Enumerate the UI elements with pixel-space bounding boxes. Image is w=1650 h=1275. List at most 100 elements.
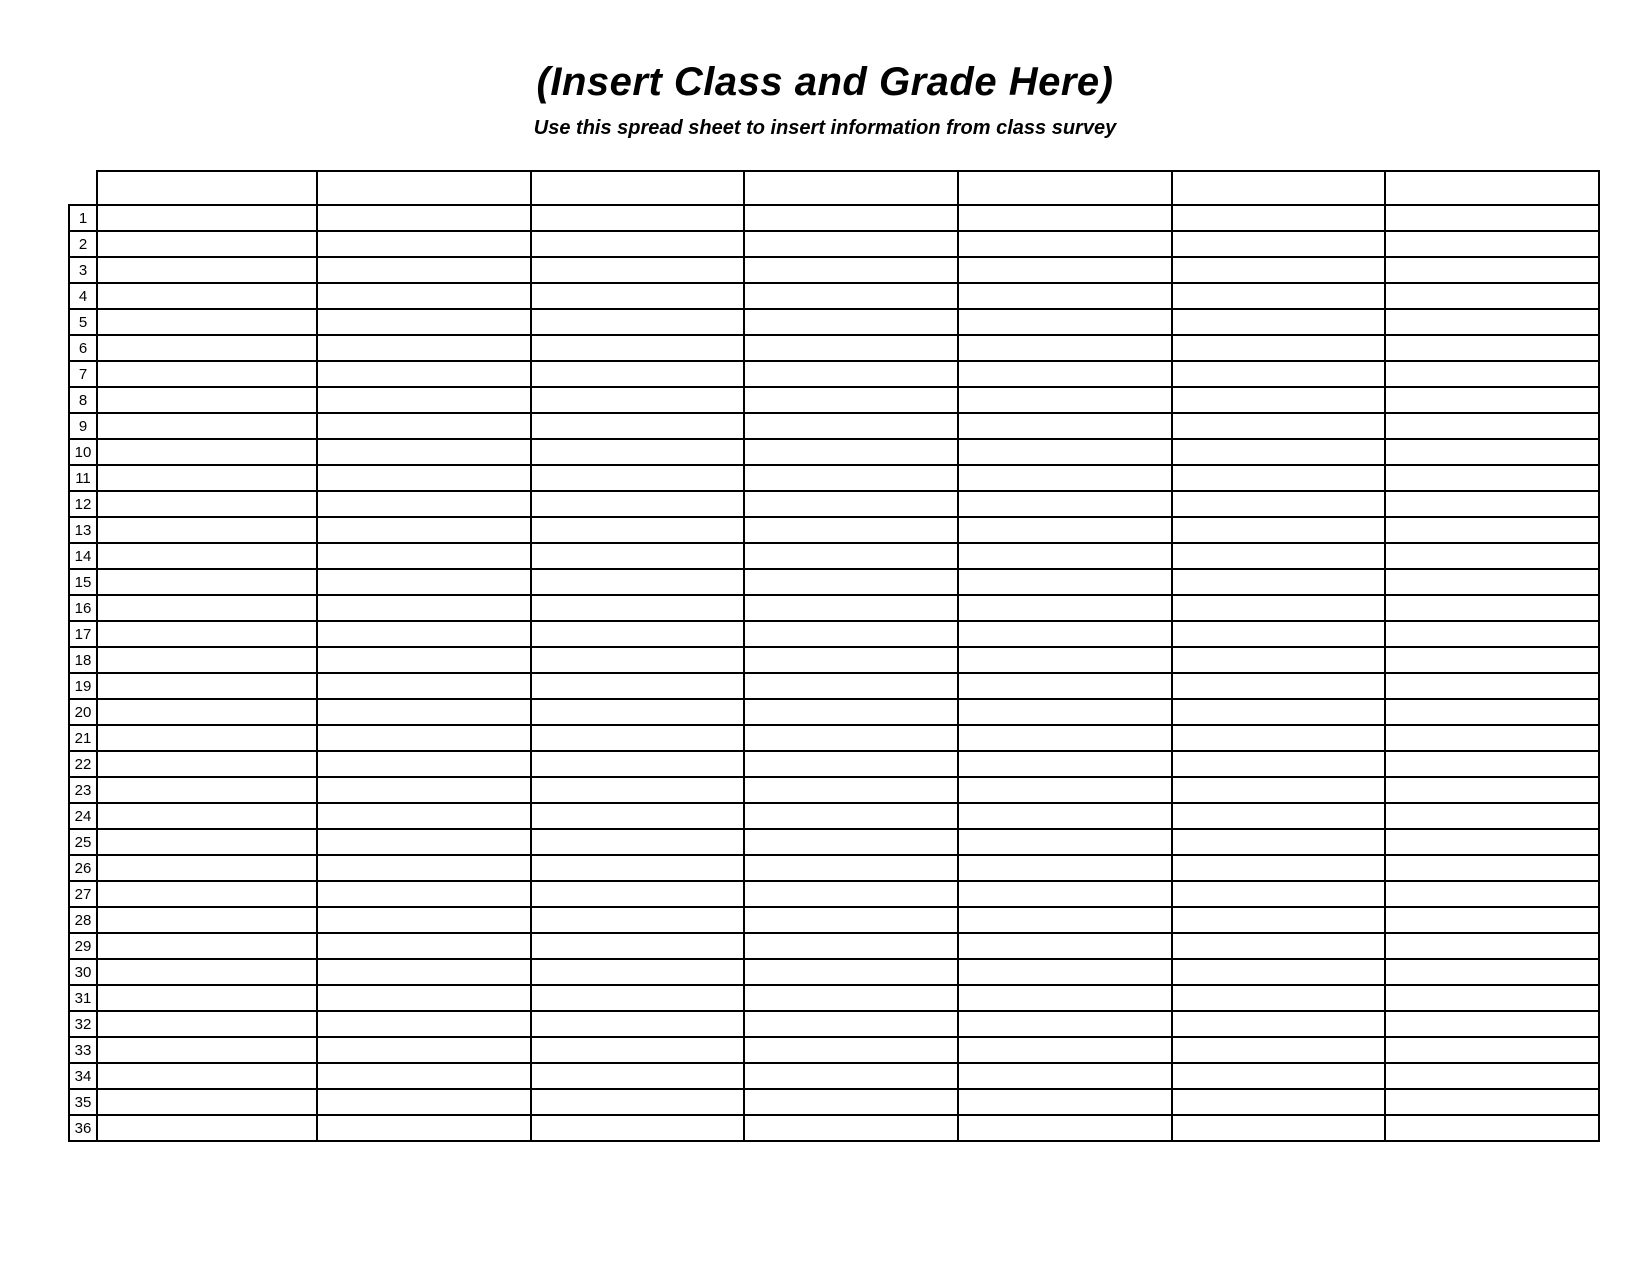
table-cell[interactable] — [531, 1037, 745, 1063]
table-cell[interactable] — [97, 881, 317, 907]
table-cell[interactable] — [97, 1011, 317, 1037]
table-cell[interactable] — [1385, 699, 1599, 725]
table-cell[interactable] — [317, 1063, 531, 1089]
table-cell[interactable] — [744, 699, 958, 725]
table-cell[interactable] — [97, 387, 317, 413]
table-cell[interactable] — [958, 595, 1172, 621]
table-header-cell[interactable] — [317, 171, 531, 205]
table-cell[interactable] — [1385, 621, 1599, 647]
table-cell[interactable] — [744, 907, 958, 933]
table-cell[interactable] — [958, 725, 1172, 751]
table-cell[interactable] — [958, 777, 1172, 803]
table-cell[interactable] — [317, 1011, 531, 1037]
table-cell[interactable] — [744, 777, 958, 803]
table-cell[interactable] — [744, 543, 958, 569]
table-cell[interactable] — [1172, 673, 1386, 699]
table-cell[interactable] — [1385, 1063, 1599, 1089]
table-cell[interactable] — [744, 465, 958, 491]
table-cell[interactable] — [958, 517, 1172, 543]
table-cell[interactable] — [531, 595, 745, 621]
table-cell[interactable] — [1385, 803, 1599, 829]
table-cell[interactable] — [958, 257, 1172, 283]
table-cell[interactable] — [1172, 907, 1386, 933]
table-cell[interactable] — [1172, 257, 1386, 283]
table-cell[interactable] — [1385, 517, 1599, 543]
table-cell[interactable] — [958, 985, 1172, 1011]
table-cell[interactable] — [531, 491, 745, 517]
table-cell[interactable] — [97, 283, 317, 309]
table-cell[interactable] — [744, 1011, 958, 1037]
table-cell[interactable] — [97, 205, 317, 231]
table-cell[interactable] — [1385, 595, 1599, 621]
table-cell[interactable] — [531, 231, 745, 257]
table-cell[interactable] — [97, 1063, 317, 1089]
table-cell[interactable] — [97, 595, 317, 621]
table-cell[interactable] — [1172, 465, 1386, 491]
table-cell[interactable] — [1385, 855, 1599, 881]
table-cell[interactable] — [1385, 361, 1599, 387]
table-cell[interactable] — [531, 413, 745, 439]
table-cell[interactable] — [97, 361, 317, 387]
table-cell[interactable] — [1385, 335, 1599, 361]
table-cell[interactable] — [1172, 959, 1386, 985]
table-cell[interactable] — [1385, 1011, 1599, 1037]
table-cell[interactable] — [531, 855, 745, 881]
table-header-cell[interactable] — [744, 171, 958, 205]
table-header-cell[interactable] — [1172, 171, 1386, 205]
table-cell[interactable] — [744, 933, 958, 959]
table-cell[interactable] — [1385, 465, 1599, 491]
table-cell[interactable] — [317, 595, 531, 621]
table-cell[interactable] — [317, 543, 531, 569]
table-cell[interactable] — [531, 1089, 745, 1115]
table-cell[interactable] — [744, 985, 958, 1011]
table-cell[interactable] — [744, 855, 958, 881]
table-cell[interactable] — [317, 959, 531, 985]
table-cell[interactable] — [531, 621, 745, 647]
table-cell[interactable] — [531, 881, 745, 907]
table-cell[interactable] — [744, 829, 958, 855]
table-cell[interactable] — [97, 699, 317, 725]
table-cell[interactable] — [1172, 699, 1386, 725]
table-cell[interactable] — [531, 569, 745, 595]
table-cell[interactable] — [744, 725, 958, 751]
table-cell[interactable] — [97, 543, 317, 569]
table-cell[interactable] — [1172, 569, 1386, 595]
table-cell[interactable] — [531, 1063, 745, 1089]
table-cell[interactable] — [317, 231, 531, 257]
table-cell[interactable] — [1385, 283, 1599, 309]
table-cell[interactable] — [317, 803, 531, 829]
table-cell[interactable] — [1172, 413, 1386, 439]
table-cell[interactable] — [1172, 361, 1386, 387]
table-cell[interactable] — [531, 387, 745, 413]
table-cell[interactable] — [317, 465, 531, 491]
table-cell[interactable] — [1385, 1089, 1599, 1115]
table-cell[interactable] — [317, 257, 531, 283]
table-cell[interactable] — [531, 309, 745, 335]
table-cell[interactable] — [1385, 205, 1599, 231]
table-cell[interactable] — [317, 361, 531, 387]
table-cell[interactable] — [531, 1011, 745, 1037]
table-cell[interactable] — [1385, 933, 1599, 959]
table-cell[interactable] — [744, 205, 958, 231]
table-cell[interactable] — [531, 751, 745, 777]
table-cell[interactable] — [1172, 231, 1386, 257]
table-cell[interactable] — [1385, 829, 1599, 855]
table-cell[interactable] — [317, 517, 531, 543]
table-cell[interactable] — [317, 699, 531, 725]
table-cell[interactable] — [958, 569, 1172, 595]
table-cell[interactable] — [1385, 413, 1599, 439]
table-cell[interactable] — [958, 361, 1172, 387]
table-cell[interactable] — [744, 673, 958, 699]
table-cell[interactable] — [317, 777, 531, 803]
table-cell[interactable] — [744, 491, 958, 517]
table-cell[interactable] — [744, 621, 958, 647]
table-cell[interactable] — [531, 517, 745, 543]
table-cell[interactable] — [97, 309, 317, 335]
table-cell[interactable] — [317, 569, 531, 595]
table-cell[interactable] — [744, 257, 958, 283]
table-cell[interactable] — [1172, 829, 1386, 855]
table-cell[interactable] — [97, 803, 317, 829]
table-header-cell[interactable] — [1385, 171, 1599, 205]
table-cell[interactable] — [317, 439, 531, 465]
table-cell[interactable] — [531, 647, 745, 673]
